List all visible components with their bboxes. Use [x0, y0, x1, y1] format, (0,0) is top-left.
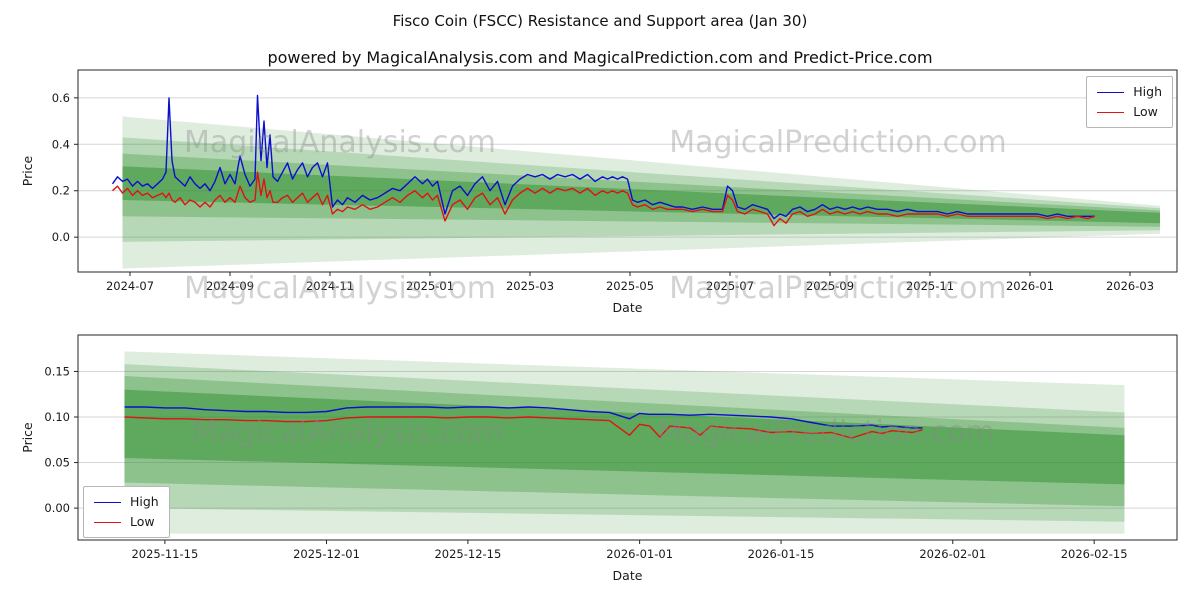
chart-title: Fisco Coin (FSCC) Resistance and Support… — [392, 12, 808, 30]
svg-text:2025-11-15: 2025-11-15 — [131, 547, 198, 561]
legend-item-low: Low — [1097, 102, 1162, 122]
svg-text:2025-03: 2025-03 — [506, 279, 554, 293]
svg-text:2025-09: 2025-09 — [806, 279, 854, 293]
legend-detail: High Low — [83, 486, 170, 538]
low-line-icon — [1097, 111, 1125, 113]
legend-item-low: Low — [94, 512, 159, 532]
watermark-text: MagicalAnalysis.com — [184, 125, 496, 160]
legend-main: High Low — [1086, 76, 1173, 128]
svg-text:2025-12-01: 2025-12-01 — [293, 547, 360, 561]
svg-text:2024-11: 2024-11 — [306, 279, 354, 293]
watermark-text: MagicalAnalysis.com — [192, 415, 504, 450]
high-line-icon — [94, 501, 121, 503]
svg-text:0.10: 0.10 — [44, 410, 70, 424]
svg-text:0.15: 0.15 — [44, 364, 70, 378]
legend-low-label: Low — [130, 514, 155, 529]
svg-text:2025-07: 2025-07 — [706, 279, 754, 293]
svg-text:2026-01-15: 2026-01-15 — [748, 547, 815, 561]
svg-text:0.0: 0.0 — [52, 230, 70, 244]
svg-text:Date: Date — [613, 300, 643, 315]
watermark-text: MagicalPrediction.com — [669, 271, 1007, 306]
svg-text:Price: Price — [20, 422, 35, 453]
legend-item-high: High — [1097, 82, 1162, 102]
high-line-icon — [1097, 91, 1125, 93]
legend-item-high: High — [94, 492, 159, 512]
svg-text:2026-03: 2026-03 — [1106, 279, 1154, 293]
svg-text:2025-05: 2025-05 — [606, 279, 654, 293]
svg-text:2024-09: 2024-09 — [206, 279, 254, 293]
svg-text:Price: Price — [20, 155, 35, 186]
svg-text:Date: Date — [613, 568, 643, 583]
watermark-text: MagicalPrediction.com — [669, 125, 1007, 160]
chart-subtitle: powered by MagicalAnalysis.com and Magic… — [267, 48, 933, 67]
legend-high-label: High — [130, 494, 159, 509]
svg-text:2025-12-15: 2025-12-15 — [434, 547, 501, 561]
svg-text:0.00: 0.00 — [44, 501, 70, 515]
svg-text:2026-02-01: 2026-02-01 — [919, 547, 986, 561]
svg-text:2026-02-15: 2026-02-15 — [1061, 547, 1128, 561]
svg-text:2026-01: 2026-01 — [1006, 279, 1054, 293]
svg-text:2026-01-01: 2026-01-01 — [606, 547, 673, 561]
svg-text:2025-01: 2025-01 — [406, 279, 454, 293]
watermark-text: MagicalPrediction.com — [657, 415, 995, 450]
watermark-text: MagicalAnalysis.com — [184, 271, 496, 306]
svg-text:2024-07: 2024-07 — [106, 279, 154, 293]
svg-text:0.2: 0.2 — [52, 184, 70, 198]
svg-text:0.6: 0.6 — [52, 91, 70, 105]
svg-text:2025-11: 2025-11 — [906, 279, 954, 293]
legend-high-label: High — [1133, 84, 1162, 99]
svg-text:0.4: 0.4 — [52, 137, 70, 151]
low-line-icon — [94, 521, 121, 523]
legend-low-label: Low — [1133, 104, 1158, 119]
svg-text:0.05: 0.05 — [44, 456, 70, 470]
